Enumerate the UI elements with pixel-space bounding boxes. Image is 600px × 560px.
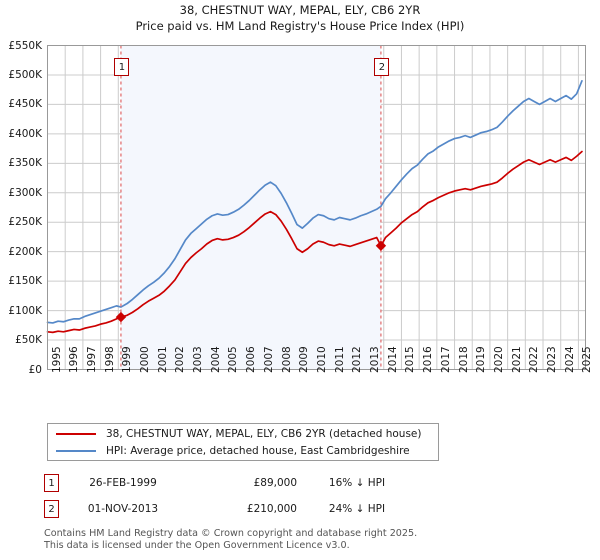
y-axis-tick-label: £0 bbox=[28, 363, 42, 376]
series-layer bbox=[46, 80, 583, 334]
plot-area bbox=[46, 45, 586, 370]
page-title: 38, CHESTNUT WAY, MEPAL, ELY, CB6 2YR bbox=[179, 3, 421, 17]
row-date-1: 26-FEB-1999 bbox=[89, 477, 157, 489]
transactions-table: 1 26-FEB-1999 £89,000 16% ↓ HPI 2 01-NOV… bbox=[44, 470, 464, 522]
x-axis-tick-label: 2008 bbox=[280, 346, 293, 373]
y-axis-tick-label: £350K bbox=[8, 157, 42, 170]
y-axis-tick-label: £250K bbox=[8, 216, 42, 229]
y-axis-tick-label: £550K bbox=[8, 39, 42, 52]
x-axis-tick-label: 2019 bbox=[475, 346, 488, 373]
x-axis-tick-label: 2015 bbox=[404, 346, 417, 373]
x-axis-tick-label: 2000 bbox=[138, 346, 151, 373]
x-axis-tick-label: 2003 bbox=[192, 346, 205, 373]
row-badge-2: 2 bbox=[44, 500, 59, 518]
x-axis-tick-label: 2022 bbox=[528, 346, 541, 373]
x-axis-tick-label: 1999 bbox=[121, 346, 134, 373]
x-axis-tick-label: 2011 bbox=[333, 346, 346, 373]
legend-item-hpi: HPI: Average price, detached house, East… bbox=[56, 442, 438, 459]
x-axis-tick-label: 1998 bbox=[103, 346, 116, 373]
table-row: 1 26-FEB-1999 £89,000 16% ↓ HPI bbox=[44, 470, 464, 496]
legend-item-property: 38, CHESTNUT WAY, MEPAL, ELY, CB6 2YR (d… bbox=[56, 425, 438, 442]
attribution-footer: Contains HM Land Registry data © Crown c… bbox=[44, 528, 584, 551]
y-axis-tick-label: £500K bbox=[8, 68, 42, 81]
x-axis-tick-label: 1996 bbox=[68, 346, 81, 373]
legend-swatch-hpi bbox=[56, 449, 96, 452]
x-axis-tick-label: 2025 bbox=[581, 346, 594, 373]
footer-licence: This data is licensed under the Open Gov… bbox=[44, 539, 350, 551]
y-axis-tick-label: £150K bbox=[8, 275, 42, 288]
sale-point-marker bbox=[375, 240, 387, 251]
x-axis-tick-label: 2004 bbox=[209, 346, 222, 373]
chart-legend: 38, CHESTNUT WAY, MEPAL, ELY, CB6 2YR (d… bbox=[47, 423, 439, 461]
row-badge-1: 1 bbox=[44, 474, 59, 492]
x-axis-tick-label: 1997 bbox=[85, 346, 98, 373]
chart-subtitle: Price paid vs. HM Land Registry's House … bbox=[135, 19, 465, 33]
x-axis-tick-label: 2009 bbox=[298, 346, 311, 373]
legend-swatch-property bbox=[56, 432, 96, 435]
event-marker-badge-2: 2 bbox=[374, 58, 390, 76]
x-axis-tick-label: 2014 bbox=[386, 346, 399, 373]
series-line-hpi bbox=[46, 80, 583, 324]
x-axis-tick-label: 2005 bbox=[227, 346, 240, 373]
row-price-2: £210,000 bbox=[246, 503, 297, 515]
table-row: 2 01-NOV-2013 £210,000 24% ↓ HPI bbox=[44, 496, 464, 522]
series-line-property bbox=[46, 150, 583, 334]
x-axis-tick-label: 2017 bbox=[439, 346, 452, 373]
x-axis-tick-label: 2007 bbox=[262, 346, 275, 373]
row-relative-1: 16% ↓ HPI bbox=[328, 477, 386, 489]
row-relative-2: 24% ↓ HPI bbox=[328, 503, 386, 515]
x-axis-tick-label: 2012 bbox=[351, 346, 364, 373]
row-price-1: £89,000 bbox=[253, 477, 297, 489]
x-axis-tick-label: 2006 bbox=[245, 346, 258, 373]
y-axis-tick-label: £450K bbox=[8, 98, 42, 111]
x-axis-tick-label: 2020 bbox=[492, 346, 505, 373]
highlight-band bbox=[120, 45, 381, 370]
legend-label-property: 38, CHESTNUT WAY, MEPAL, ELY, CB6 2YR (d… bbox=[106, 427, 422, 440]
x-axis-tick-label: 1995 bbox=[50, 346, 63, 373]
x-axis-tick-label: 2013 bbox=[369, 346, 382, 373]
y-axis-tick-label: £400K bbox=[8, 127, 42, 140]
y-axis-tick-label: £300K bbox=[8, 186, 42, 199]
chart-title-block: 38, CHESTNUT WAY, MEPAL, ELY, CB6 2YR Pr… bbox=[0, 2, 600, 34]
x-axis-tick-label: 2023 bbox=[546, 346, 559, 373]
event-marker-badge-1: 1 bbox=[114, 58, 130, 76]
y-axis-tick-label: £200K bbox=[8, 245, 42, 258]
x-axis-tick-label: 2021 bbox=[510, 346, 523, 373]
row-date-2: 01-NOV-2013 bbox=[87, 503, 159, 515]
x-axis-tick-label: 2002 bbox=[174, 346, 187, 373]
x-axis-tick-label: 2001 bbox=[156, 346, 169, 373]
x-axis-tick-label: 2010 bbox=[315, 346, 328, 373]
highlight-band-layer bbox=[120, 45, 381, 370]
x-axis-tick-label: 2016 bbox=[422, 346, 435, 373]
sale-point-marker bbox=[115, 311, 127, 323]
footer-copyright: Contains HM Land Registry data © Crown c… bbox=[44, 528, 418, 539]
sale-point-layer bbox=[115, 240, 387, 323]
plot-frame bbox=[47, 45, 586, 370]
legend-label-hpi: HPI: Average price, detached house, East… bbox=[106, 444, 410, 457]
x-axis-tick-label: 2018 bbox=[457, 346, 470, 373]
x-axis-tick-label: 2024 bbox=[563, 346, 576, 373]
y-axis-tick-label: £50K bbox=[15, 334, 42, 347]
y-axis-tick-label: £100K bbox=[8, 304, 42, 317]
